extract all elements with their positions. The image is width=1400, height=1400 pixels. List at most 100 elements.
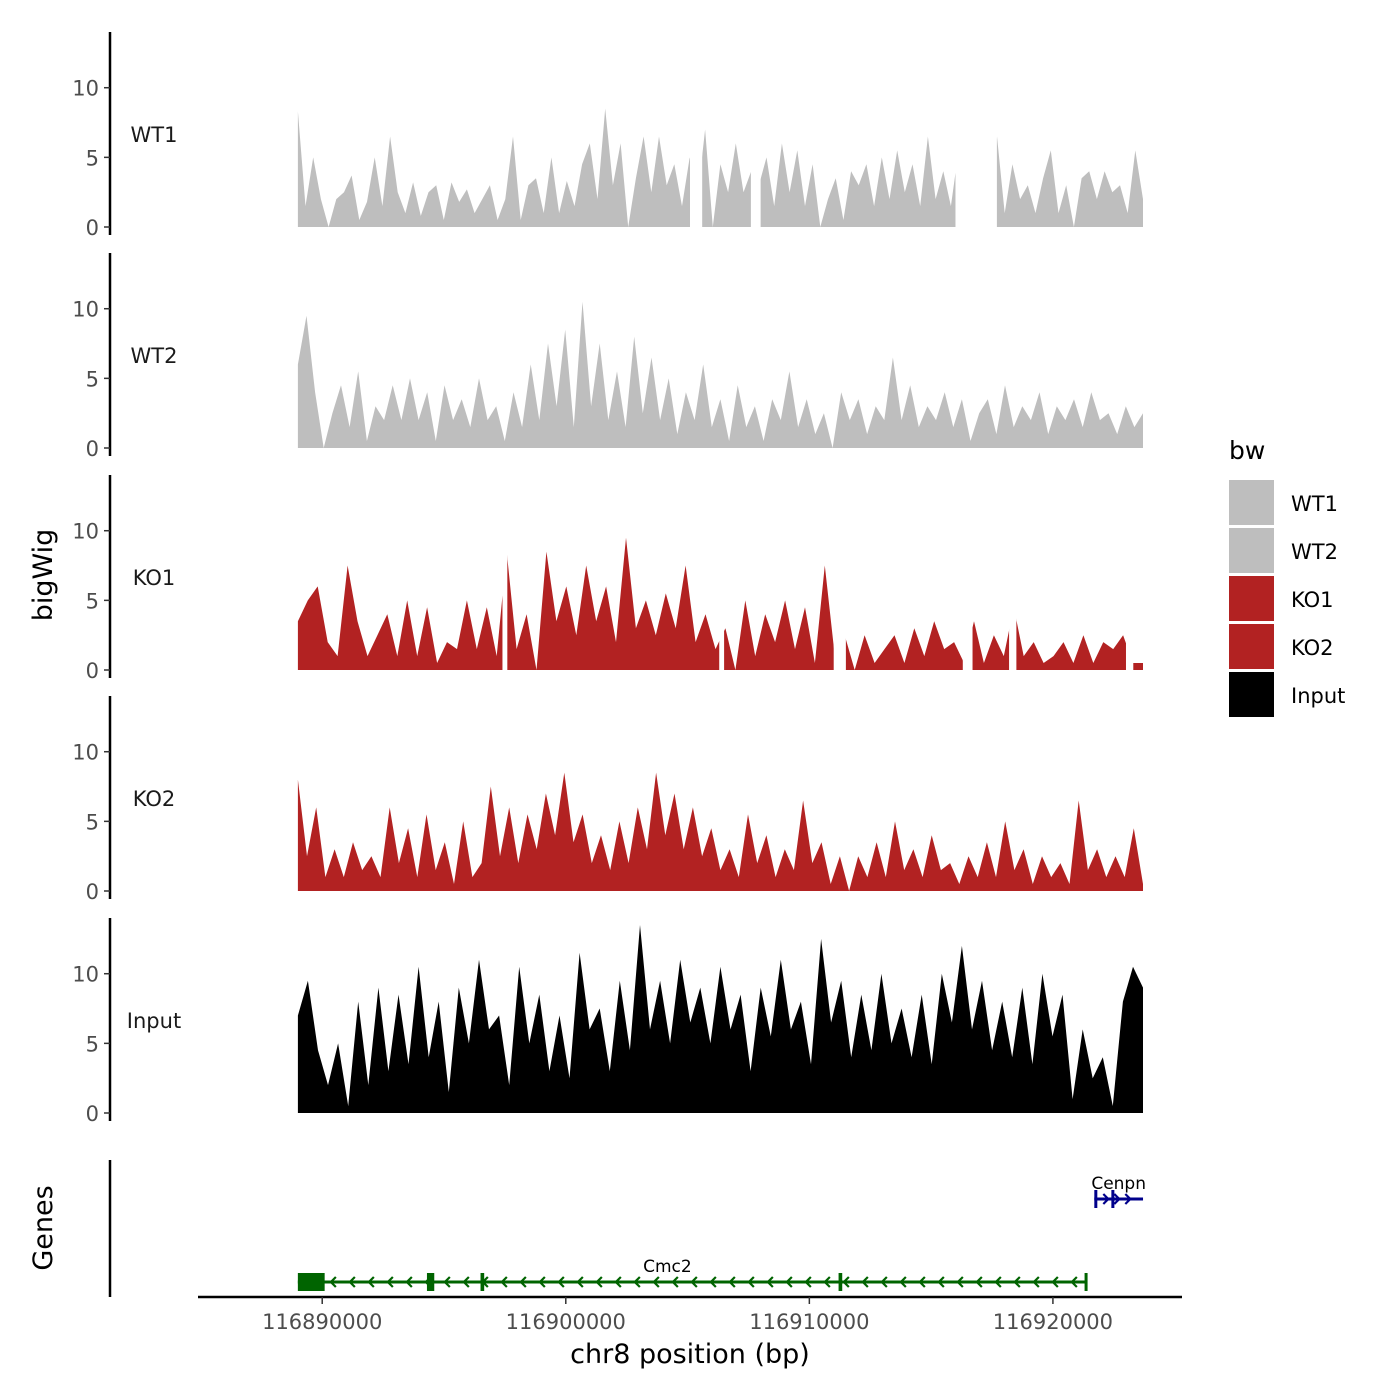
track-label: Input: [127, 1009, 181, 1033]
legend-item-wt2: WT2: [1229, 528, 1338, 573]
legend-swatch: [1229, 576, 1274, 621]
strand-arrow: [766, 1276, 774, 1288]
gene-exon: [480, 1273, 485, 1291]
gene-exon: [1111, 1190, 1115, 1208]
track-ko1: 0 5 10 KO1: [72, 460, 1143, 683]
strand-arrow: [671, 1276, 679, 1288]
strand-arrow: [367, 1276, 375, 1288]
strand-arrow: [1032, 1276, 1040, 1288]
y-tick-label: 5: [86, 367, 99, 391]
coverage-area-input: [297, 925, 1143, 1113]
y-tick-label: 0: [86, 880, 99, 904]
track-wt1: 0 5 10 WT1: [72, 17, 1143, 240]
y-tick-label: 5: [86, 810, 99, 834]
y-tick-label: 0: [86, 659, 99, 683]
coverage-area-wt2: [297, 301, 1143, 448]
legend-label: KO2: [1291, 636, 1334, 660]
strand-arrow: [386, 1276, 394, 1288]
strand-arrow: [747, 1276, 755, 1288]
y-axis-title: bigWig: [28, 529, 59, 622]
coverage-gap: [962, 460, 973, 671]
legend-swatch: [1229, 624, 1274, 669]
y-tick-label: 10: [72, 963, 99, 987]
gene-track: Cmc2 Cenpn: [108, 1160, 1146, 1297]
y-tick-label: 10: [72, 77, 99, 101]
gene-cmc2: Cmc2: [297, 1257, 1088, 1291]
coverage-gap: [719, 460, 725, 671]
strand-arrow: [405, 1276, 413, 1288]
genes-axis-title: Genes: [28, 1185, 59, 1270]
coverage-gap: [955, 17, 997, 228]
y-tick-label: 0: [86, 437, 99, 461]
strand-arrow: [519, 1276, 527, 1288]
strand-arrow: [937, 1276, 945, 1288]
legend-item-ko2: KO2: [1229, 624, 1334, 669]
track-input: 0 5 10 Input: [72, 918, 1143, 1126]
coverage-gap: [690, 17, 703, 228]
strand-arrow: [633, 1276, 641, 1288]
strand-arrow: [709, 1276, 717, 1288]
gene-label: Cenpn: [1091, 1174, 1146, 1194]
legend-label: WT1: [1291, 492, 1338, 516]
bigwig-tracks: 0 5 10 WT1 0 5 10 WT2 0 5 10 KO1 0 5 10 KO2 0 5 10 Input: [72, 17, 1143, 1126]
strand-arrow: [557, 1276, 565, 1288]
strand-arrow: [956, 1276, 964, 1288]
gene-label: Cmc2: [643, 1257, 692, 1277]
strand-arrow: [1013, 1276, 1021, 1288]
strand-arrow: [1124, 1193, 1132, 1205]
strand-arrow: [690, 1276, 698, 1288]
strand-arrow: [804, 1276, 812, 1288]
gene-cenpn: Cenpn: [1091, 1174, 1146, 1208]
coverage-gap: [1125, 460, 1134, 671]
gene-exon: [426, 1273, 435, 1291]
strand-arrow: [975, 1276, 983, 1288]
track-wt2: 0 5 10 WT2: [72, 253, 1143, 461]
legend-title: bw: [1229, 436, 1265, 465]
coverage-gap: [1009, 460, 1017, 671]
track-label: KO2: [133, 787, 176, 811]
strand-arrow: [861, 1276, 869, 1288]
strand-arrow: [614, 1276, 622, 1288]
y-tick-label: 10: [72, 520, 99, 544]
x-axis: 116890000 116900000 116910000 116920000: [198, 1295, 1182, 1334]
strand-arrow: [1070, 1276, 1078, 1288]
track-label: KO1: [133, 566, 176, 590]
y-tick-label: 10: [72, 741, 99, 765]
coverage-gap: [750, 17, 761, 228]
strand-arrow: [823, 1276, 831, 1288]
y-tick-label: 10: [72, 298, 99, 322]
gene-exon: [297, 1273, 325, 1291]
legend: bw WT1 WT2 KO1 KO2 Input: [1229, 436, 1345, 717]
y-tick-label: 5: [86, 146, 99, 170]
gene-exon: [1084, 1273, 1088, 1291]
legend-item-wt1: WT1: [1229, 480, 1338, 525]
x-tick-label: 116910000: [749, 1310, 869, 1334]
strand-arrow: [652, 1276, 660, 1288]
x-axis-title: chr8 position (bp): [570, 1339, 810, 1370]
x-tick-label: 116920000: [993, 1310, 1113, 1334]
x-tick-label: 116900000: [506, 1310, 626, 1334]
y-tick-label: 0: [86, 216, 99, 240]
y-tick-label: 5: [86, 589, 99, 613]
strand-arrow: [1113, 1193, 1121, 1205]
strand-arrow: [443, 1276, 451, 1288]
legend-swatch: [1229, 480, 1274, 525]
legend-swatch: [1229, 672, 1274, 717]
coverage-area-ko1: [297, 537, 1143, 670]
legend-label: KO1: [1291, 588, 1334, 612]
strand-arrow: [1051, 1276, 1059, 1288]
coverage-area-wt1: [297, 108, 1143, 227]
strand-arrow: [1102, 1193, 1110, 1205]
strand-arrow: [880, 1276, 888, 1288]
coverage-gap: [833, 460, 846, 671]
coverage-area-ko2: [297, 772, 1143, 891]
strand-arrow: [329, 1276, 337, 1288]
legend-label: Input: [1291, 684, 1345, 708]
strand-arrow: [842, 1276, 850, 1288]
x-tick-label: 116890000: [262, 1310, 382, 1334]
y-tick-label: 0: [86, 1102, 99, 1126]
legend-swatch: [1229, 528, 1274, 573]
strand-arrow: [462, 1276, 470, 1288]
strand-arrow: [899, 1276, 907, 1288]
y-tick-label: 5: [86, 1032, 99, 1056]
